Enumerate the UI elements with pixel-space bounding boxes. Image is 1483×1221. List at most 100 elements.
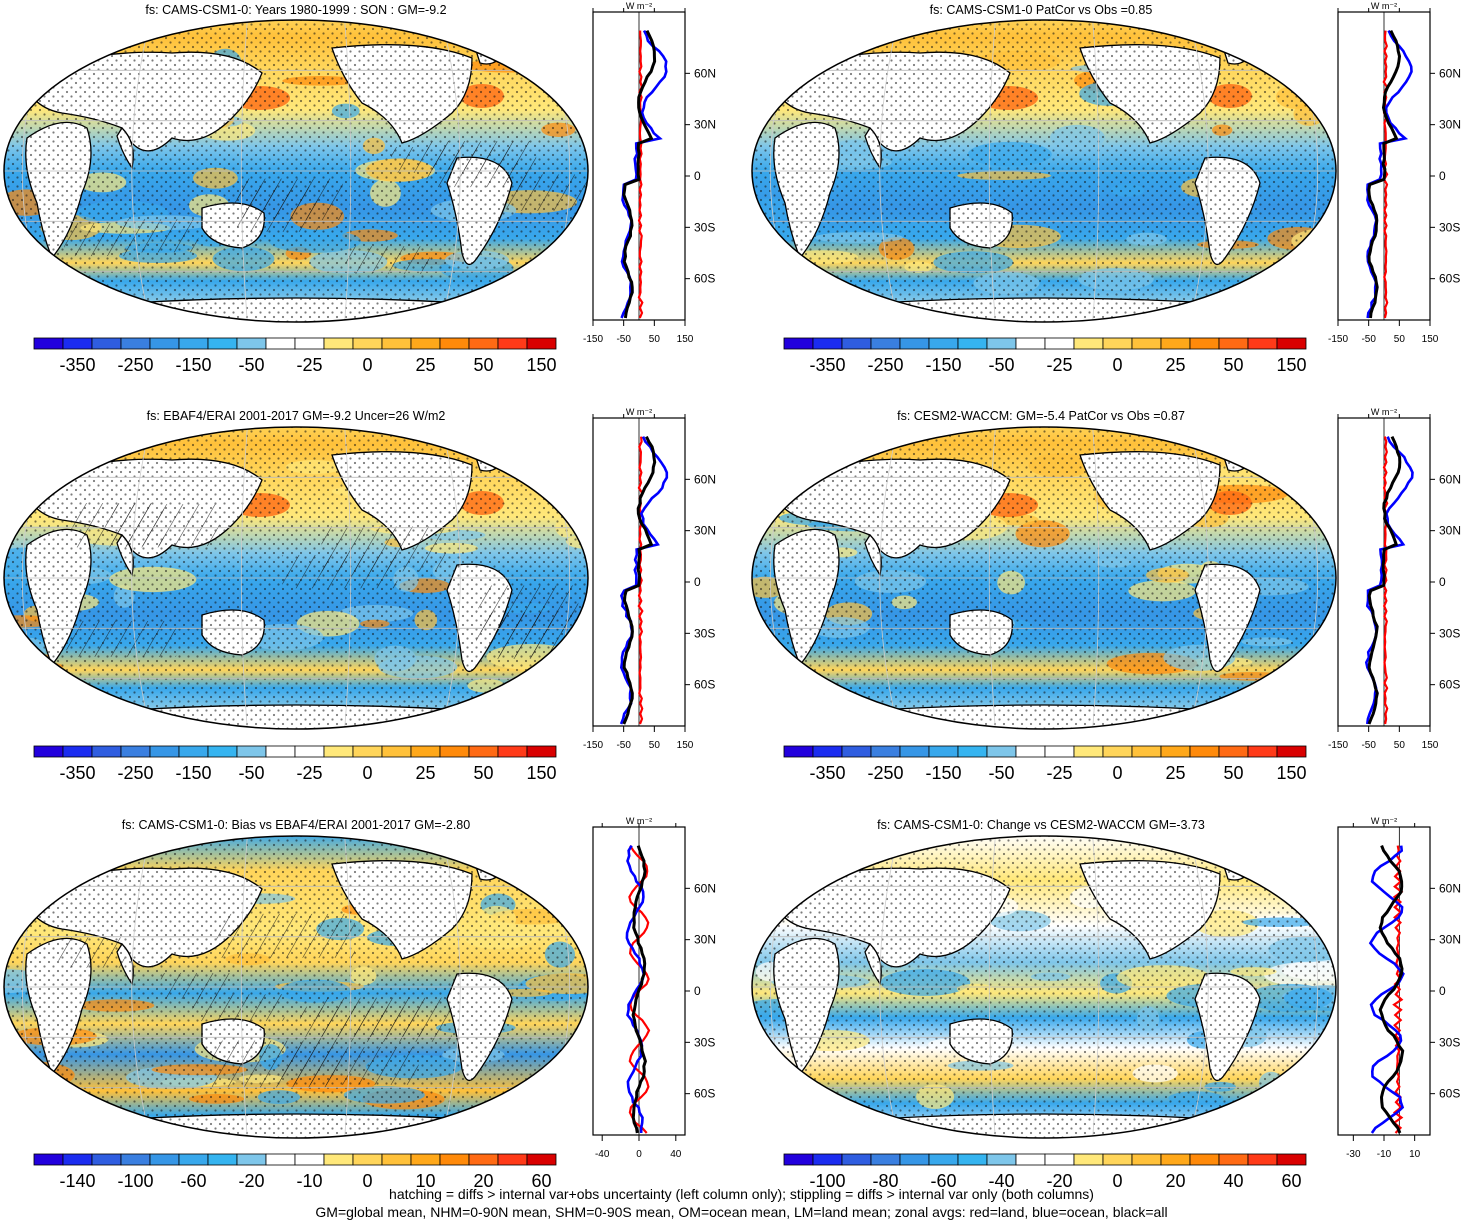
colorbar-box xyxy=(33,1153,64,1166)
colorbar-box xyxy=(62,337,93,350)
panel-2-title: fs: CAMS-CSM1-0 PatCor vs Obs =0.85 xyxy=(929,3,1153,17)
zonal-x-tick-label: -50 xyxy=(616,740,631,751)
zonal-x-tick-label: 40 xyxy=(670,1149,682,1160)
colorbar-box xyxy=(899,1153,930,1166)
zonal-lat-label: 60S xyxy=(694,1087,715,1101)
colorbar-box xyxy=(957,1153,988,1166)
colorbar-box xyxy=(1044,337,1075,350)
colorbar-tick-label: -250 xyxy=(117,355,153,375)
colorbar-box xyxy=(1160,1153,1191,1166)
zonal-lat-label: 60S xyxy=(1439,678,1460,692)
colorbar-box xyxy=(841,337,872,350)
colorbar-tick-label: 0 xyxy=(362,355,372,375)
colorbar-tick-label: 150 xyxy=(1276,355,1306,375)
colorbar-box xyxy=(149,337,180,350)
panel-5-colorbar: -140-100-60-20-100102060100140 xyxy=(33,1153,557,1191)
colorbar-tick-label: 150 xyxy=(1276,763,1306,783)
colorbar-tick-label: -140 xyxy=(59,1171,95,1191)
colorbar-box xyxy=(1131,1153,1162,1166)
colorbar-box xyxy=(1189,1153,1220,1166)
zonal-ocean-line xyxy=(1366,30,1413,319)
colorbar-box xyxy=(439,337,470,350)
zonal-lat-label: 30N xyxy=(694,118,716,132)
colorbar-tick-label: 40 xyxy=(1223,1171,1243,1191)
zonal-lat-label: 30S xyxy=(1439,220,1460,234)
zonal-all-line xyxy=(1378,845,1405,1134)
zonal-x-tick-label: 50 xyxy=(1394,740,1406,751)
colorbar-box xyxy=(986,337,1017,350)
colorbar-tick-label: 0 xyxy=(1112,1171,1122,1191)
panel-2-zonal-plot: W m⁻² 60N 30N 0 30S 60S -150 -50 50 150 xyxy=(1328,1,1461,345)
colorbar-box xyxy=(841,745,872,758)
colorbar-box xyxy=(439,1153,470,1166)
zonal-lat-label: 60S xyxy=(1439,272,1460,286)
zonal-unit-label: W m⁻² xyxy=(626,816,652,826)
colorbar-tick-label: 25 xyxy=(1165,355,1185,375)
colorbar-tick-label: -350 xyxy=(809,763,845,783)
colorbar-tick-label: -350 xyxy=(59,355,95,375)
zonal-lat-label: 30N xyxy=(694,933,716,947)
colorbar-tick-label: -20 xyxy=(238,1171,264,1191)
colorbar-box xyxy=(352,1153,383,1166)
colorbar-box xyxy=(91,1153,122,1166)
colorbar-box xyxy=(207,337,238,350)
colorbar-box xyxy=(957,337,988,350)
zonal-all-line xyxy=(631,845,647,1134)
colorbar-tick-label: 50 xyxy=(473,763,493,783)
colorbar-box xyxy=(265,745,296,758)
zonal-x-tick-label: -40 xyxy=(595,1149,610,1160)
zonal-lat-label: 60N xyxy=(694,66,716,80)
colorbar-tick-label: -60 xyxy=(930,1171,956,1191)
colorbar-box xyxy=(294,1153,325,1166)
colorbar-box xyxy=(1044,1153,1075,1166)
panel-4-map xyxy=(751,426,1337,730)
panel-1-title: fs: CAMS-CSM1-0: Years 1980-1999 : SON :… xyxy=(145,3,447,17)
colorbar-box xyxy=(439,745,470,758)
zonal-lat-label: 30S xyxy=(1439,1035,1460,1049)
colorbar-box xyxy=(526,745,557,758)
colorbar-box xyxy=(1131,337,1162,350)
zonal-lat-label: 0 xyxy=(1439,575,1446,589)
colorbar-box xyxy=(928,337,959,350)
colorbar-tick-label: 150 xyxy=(526,763,556,783)
colorbar-box xyxy=(497,1153,528,1166)
footnote-line-2: GM=global mean, NHM=0-90N mean, SHM=0-90… xyxy=(315,1204,1168,1220)
colorbar-tick-label: -80 xyxy=(872,1171,898,1191)
zonal-lat-label: 30S xyxy=(694,626,715,640)
zonal-all-line xyxy=(622,29,657,319)
colorbar-tick-label: 60 xyxy=(531,1171,551,1191)
colorbar-box xyxy=(381,745,412,758)
zonal-lat-label: 60N xyxy=(1439,472,1461,486)
colorbar-tick-label: 25 xyxy=(415,355,435,375)
colorbar-tick-label: 25 xyxy=(415,763,435,783)
footnote-line-1: hatching = diffs > internal var+obs unce… xyxy=(389,1186,1094,1202)
zonal-x-tick-label: -150 xyxy=(583,334,603,345)
colorbar-box xyxy=(178,337,209,350)
colorbar-tick-label: 50 xyxy=(1223,355,1243,375)
colorbar-tick-label: -350 xyxy=(59,763,95,783)
zonal-unit-label: W m⁻² xyxy=(626,407,652,417)
colorbar-box xyxy=(1015,1153,1046,1166)
colorbar-box xyxy=(526,337,557,350)
colorbar-box xyxy=(1247,1153,1278,1166)
colorbar-tick-label: -50 xyxy=(988,763,1014,783)
zonal-lat-label: 60N xyxy=(694,881,716,895)
zonal-unit-label: W m⁻² xyxy=(626,1,652,11)
colorbar-box xyxy=(1073,745,1104,758)
colorbar-tick-label: 50 xyxy=(473,355,493,375)
colorbar-box xyxy=(783,1153,814,1166)
zonal-all-line xyxy=(622,435,657,725)
colorbar-box xyxy=(870,337,901,350)
colorbar-box xyxy=(33,745,64,758)
zonal-x-tick-label: -10 xyxy=(1377,1149,1392,1160)
zonal-lat-label: 60N xyxy=(694,472,716,486)
panel-3-map xyxy=(3,426,589,730)
colorbar-box xyxy=(812,1153,843,1166)
colorbar-box xyxy=(812,745,843,758)
colorbar-tick-label: -50 xyxy=(238,355,264,375)
colorbar-box xyxy=(1102,1153,1133,1166)
zonal-land-line xyxy=(1382,30,1389,319)
zonal-lat-label: 30S xyxy=(694,1035,715,1049)
colorbar-box xyxy=(120,745,151,758)
colorbar-box xyxy=(1218,1153,1249,1166)
